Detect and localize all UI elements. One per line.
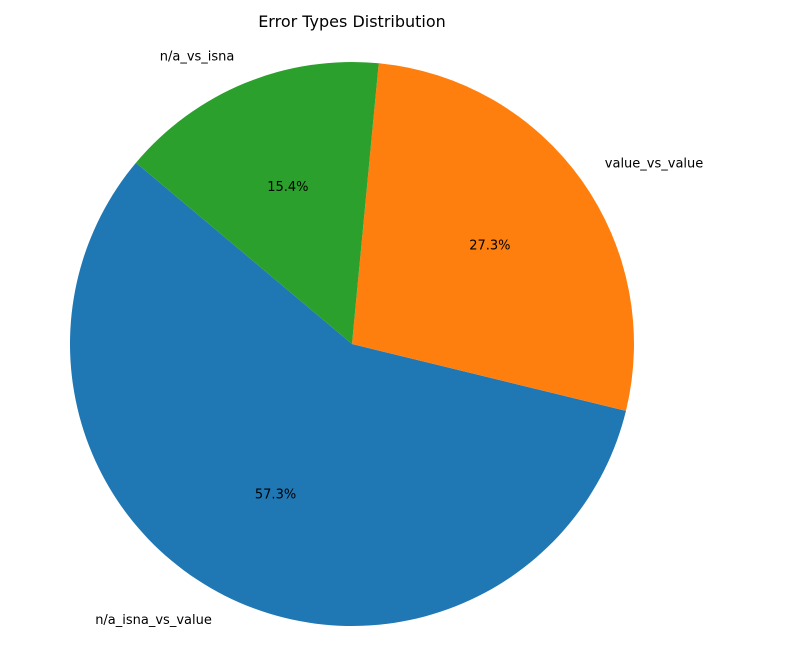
pie-labels: n/a_isna_vs_value 57.3% value_vs_value 27.3… bbox=[95, 49, 703, 628]
pie-slice-value-vs-value bbox=[352, 63, 634, 411]
pie-slice-n-a-vs-isna bbox=[135, 62, 379, 344]
percent-label-value-vs-value: 27.3% bbox=[469, 238, 510, 253]
percent-label-n-a-isna-vs-value: 57.3% bbox=[255, 487, 296, 502]
slice-label-n-a-vs-isna: n/a_vs_isna bbox=[160, 49, 235, 64]
chart-title: Error Types Distribution bbox=[258, 12, 446, 31]
slice-label-value-vs-value: value_vs_value bbox=[605, 157, 703, 172]
slice-label-n-a-isna-vs-value: n/a_isna_vs_value bbox=[95, 613, 212, 628]
percent-label-n-a-vs-isna: 15.4% bbox=[267, 180, 308, 195]
pie-slice-n-a-isna-vs-value bbox=[69, 162, 626, 626]
pie-slices bbox=[69, 62, 634, 626]
